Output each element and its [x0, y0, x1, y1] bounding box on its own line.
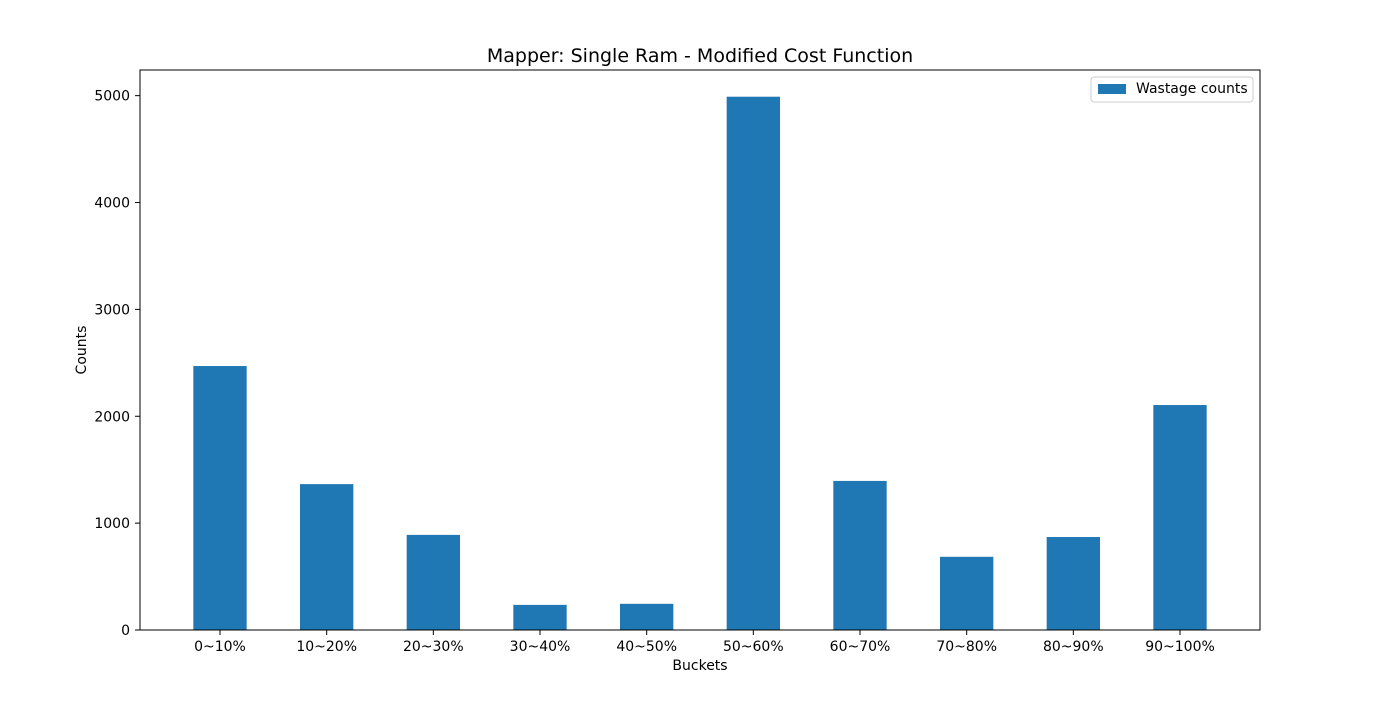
y-tick-label: 4000 [94, 196, 130, 212]
legend-box [1090, 76, 1254, 103]
x-tick-label: 0~10% [194, 639, 246, 655]
legend: Wastage counts [1090, 76, 1254, 103]
plot-frame [139, 69, 1261, 631]
x-tick-label: 40~50% [616, 639, 677, 655]
bar-70~80% [940, 556, 994, 630]
bar-50~60% [726, 96, 780, 631]
bar-60~70% [833, 480, 887, 630]
legend-swatch [1098, 84, 1126, 94]
bar-30~40% [513, 604, 567, 630]
x-axis-label: Buckets [672, 658, 727, 674]
bar-20~30% [406, 534, 460, 630]
x-tick-label: 60~70% [830, 639, 891, 655]
x-tick-label: 80~90% [1043, 639, 1104, 655]
x-tick-label: 90~100% [1145, 639, 1215, 655]
bar-80~90% [1046, 537, 1100, 630]
chart-title: Mapper: Single Ram - Modified Cost Funct… [487, 45, 913, 67]
bar-90~100% [1153, 405, 1207, 630]
legend-label: Wastage counts [1136, 81, 1248, 97]
x-tick-label: 70~80% [936, 639, 997, 655]
x-tick-label: 10~20% [296, 639, 357, 655]
bars-group [193, 96, 1207, 631]
y-tick-label: 3000 [94, 302, 130, 318]
y-tick-label: 0 [121, 623, 130, 639]
x-tick-label: 20~30% [403, 639, 464, 655]
y-tick-label: 5000 [94, 89, 130, 105]
y-tick-label: 2000 [94, 409, 130, 425]
y-tick-label: 1000 [94, 516, 130, 532]
y-axis-ticks: 0 1000 2000 3000 4000 5000 [94, 89, 140, 639]
x-axis-ticks: 0~10% 10~20% 20~30% 30~40% 40~50% 50~60% 60~70… [194, 630, 1215, 655]
bar-10~20% [300, 484, 354, 630]
bar-0~10% [193, 366, 247, 630]
x-tick-label: 50~60% [723, 639, 784, 655]
y-axis-label: Counts [74, 326, 90, 375]
x-tick-label: 30~40% [510, 639, 571, 655]
bar-40~50% [620, 603, 674, 630]
